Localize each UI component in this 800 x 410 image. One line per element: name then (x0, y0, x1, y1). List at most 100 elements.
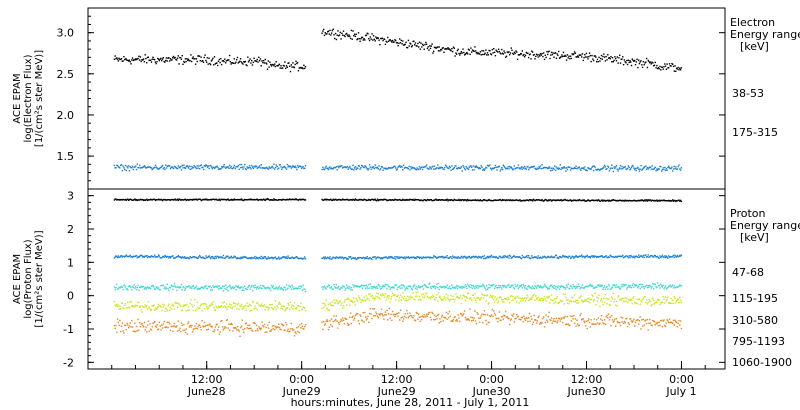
data-point (466, 287, 468, 290)
data-point (296, 287, 298, 290)
data-point (168, 60, 171, 62)
data-point (241, 289, 243, 291)
data-point (589, 299, 592, 301)
data-point (168, 57, 170, 59)
data-point (161, 164, 164, 167)
data-point (343, 199, 345, 201)
data-point (547, 167, 550, 169)
data-point (166, 310, 168, 312)
data-point (560, 168, 562, 171)
data-point (258, 60, 261, 62)
data-point (524, 54, 527, 56)
data-point (207, 165, 210, 167)
data-point (396, 42, 398, 44)
data-point (132, 305, 135, 308)
data-point (505, 199, 508, 201)
data-point (415, 257, 417, 260)
data-point (544, 256, 546, 258)
data-point (489, 50, 491, 52)
data-point (493, 312, 496, 315)
data-point (236, 59, 238, 61)
data-point (161, 324, 163, 326)
data-point (401, 43, 403, 45)
data-point (140, 60, 142, 63)
data-point (142, 306, 145, 308)
data-point (212, 57, 214, 60)
data-point (459, 199, 462, 201)
data-point (218, 285, 221, 287)
data-point (330, 32, 333, 34)
data-point (183, 323, 185, 326)
data-point (473, 317, 475, 319)
data-point (369, 293, 372, 295)
data-point (641, 298, 644, 301)
data-point (478, 167, 481, 169)
data-point (383, 38, 386, 40)
data-point (206, 324, 209, 326)
proton-panel: ACE EPAM log(Proton Flux) [1/(cm²s ster Me… (12, 190, 800, 370)
data-point (601, 199, 603, 201)
data-point (131, 255, 133, 258)
data-point (263, 285, 265, 287)
data-point (566, 315, 569, 318)
data-point (387, 313, 390, 315)
data-point (593, 287, 595, 289)
data-point (281, 257, 283, 259)
data-point (252, 167, 255, 169)
data-point (438, 296, 440, 299)
data-point (543, 167, 545, 169)
data-point (567, 257, 569, 259)
data-point (222, 60, 224, 62)
data-point (120, 255, 122, 257)
data-point (377, 293, 379, 295)
data-point (650, 255, 652, 257)
data-point (425, 315, 427, 317)
data-point (404, 300, 406, 302)
data-point (291, 304, 293, 306)
data-point (616, 168, 618, 170)
data-point (502, 199, 504, 201)
data-point (207, 307, 210, 309)
data-point (531, 200, 534, 202)
data-point (533, 314, 535, 317)
data-point (322, 199, 324, 201)
data-point (184, 329, 186, 331)
data-point (442, 168, 444, 170)
data-point (334, 32, 337, 35)
data-point (248, 303, 251, 306)
data-point (418, 313, 420, 315)
data-point (543, 52, 545, 54)
data-point (264, 309, 266, 311)
data-point (524, 256, 526, 259)
data-point (285, 65, 288, 67)
data-point (338, 257, 340, 259)
data-point (230, 304, 232, 306)
data-point (250, 286, 252, 288)
data-point (192, 309, 195, 312)
data-point (198, 165, 200, 167)
data-point (350, 299, 353, 302)
data-point (527, 286, 529, 288)
data-point (550, 199, 552, 201)
data-point (440, 297, 442, 299)
data-point (439, 318, 441, 320)
data-point (136, 257, 138, 259)
data-point (543, 316, 545, 318)
data-point (455, 256, 457, 258)
data-point (453, 47, 455, 49)
data-point (424, 283, 426, 286)
data-point (528, 285, 531, 288)
data-point (438, 322, 440, 324)
data-point (653, 320, 655, 322)
data-point (499, 255, 501, 258)
data-point (550, 319, 552, 321)
data-point (270, 304, 272, 306)
data-point (186, 164, 188, 167)
data-point (256, 198, 258, 200)
data-point (667, 67, 669, 69)
data-point (332, 304, 334, 307)
data-point (573, 51, 576, 53)
data-point (483, 255, 486, 257)
data-point (634, 64, 637, 66)
electron-y-ticks: 1.52.02.53.0 (57, 15, 725, 190)
